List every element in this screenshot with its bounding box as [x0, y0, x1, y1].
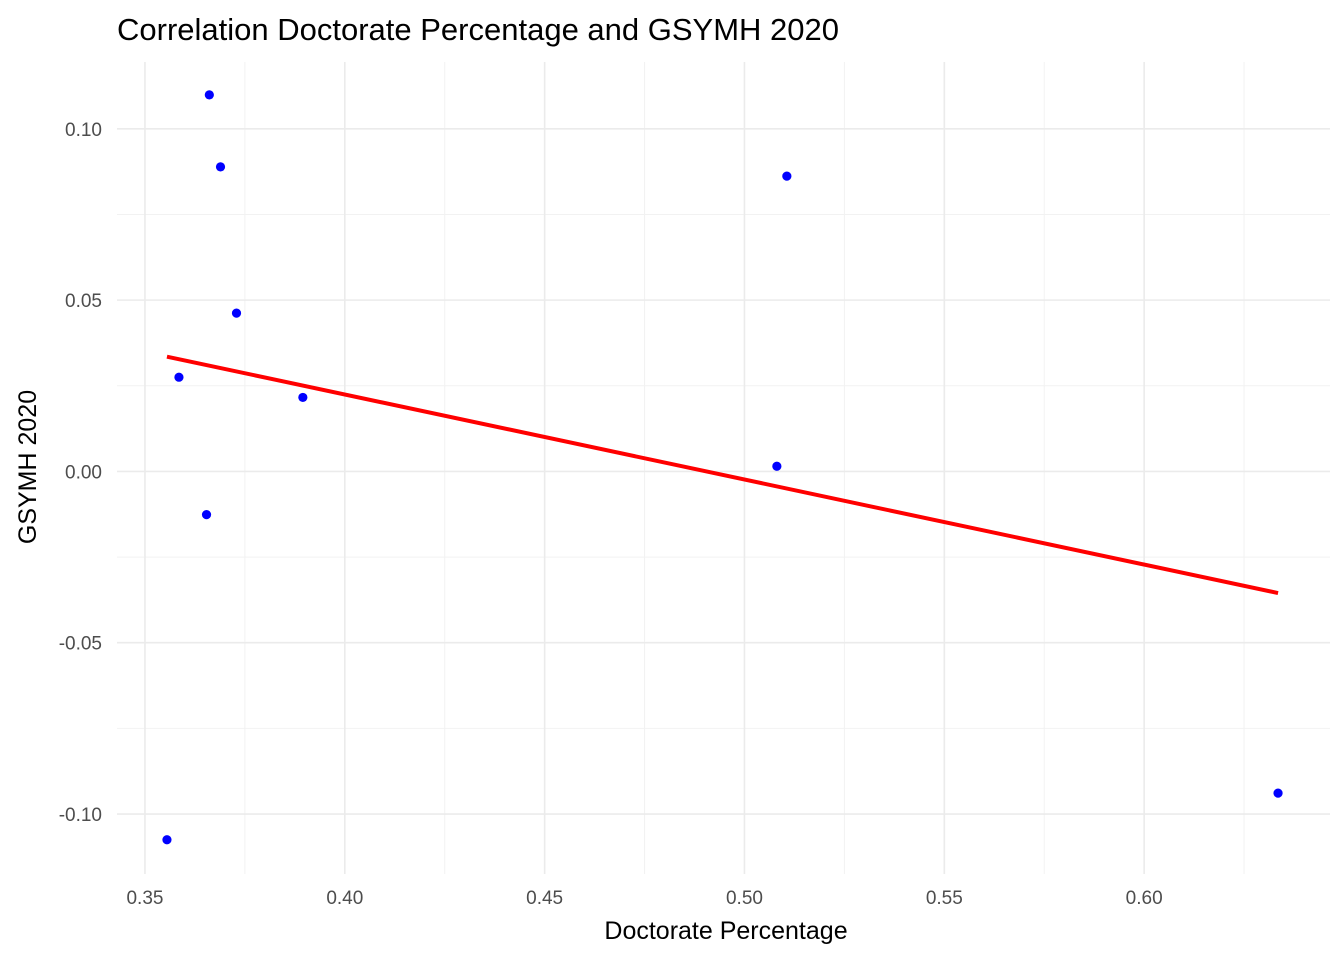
x-axis-tick-labels: 0.35 0.40 0.45 0.50 0.55 0.60 — [126, 888, 1162, 909]
x-tick-label: 0.35 — [126, 888, 163, 909]
x-tick-label: 0.50 — [726, 888, 763, 909]
data-point — [201, 509, 212, 520]
points-layer — [162, 90, 1283, 845]
data-point — [204, 90, 214, 100]
y-axis-title: GSYMH 2020 — [14, 390, 42, 544]
x-tick-label: 0.60 — [1126, 888, 1163, 909]
y-tick-label: -0.10 — [59, 805, 102, 826]
data-point — [162, 835, 172, 845]
x-axis-title: Doctorate Percentage — [604, 917, 847, 945]
data-point — [215, 162, 226, 172]
x-tick-label: 0.45 — [526, 888, 563, 909]
data-point — [782, 171, 792, 181]
y-tick-label: -0.05 — [59, 634, 102, 655]
data-point — [298, 392, 308, 403]
trendline — [166, 354, 1279, 596]
data-point — [174, 372, 184, 382]
trendline-layer — [166, 354, 1279, 596]
data-point — [231, 308, 242, 318]
grid-major — [117, 62, 1330, 874]
y-axis-tick-labels: -0.10 -0.05 0.00 0.05 0.10 — [59, 120, 102, 826]
x-tick-label: 0.40 — [326, 888, 363, 909]
grid-minor — [117, 62, 1330, 874]
data-point — [1273, 788, 1283, 798]
x-tick-label: 0.55 — [926, 888, 963, 909]
chart-title: Correlation Doctorate Percentage and GSY… — [117, 12, 839, 47]
y-tick-label: 0.00 — [65, 462, 102, 483]
y-tick-label: 0.05 — [65, 291, 102, 312]
data-point — [772, 461, 782, 471]
y-tick-label: 0.10 — [65, 120, 102, 141]
